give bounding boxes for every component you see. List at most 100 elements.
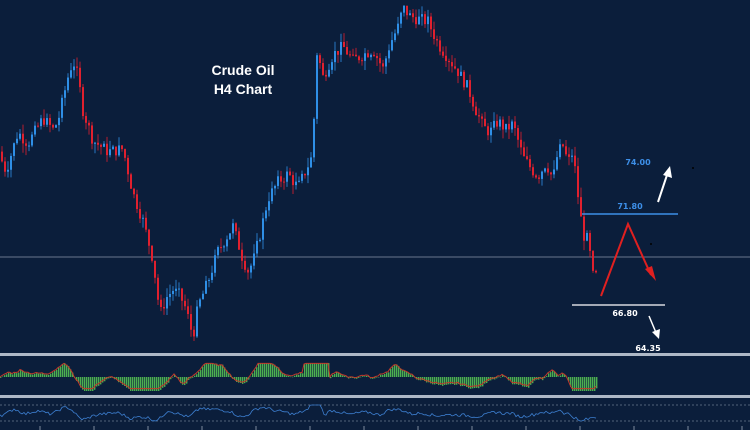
candle-body: [241, 249, 243, 261]
oscillator-bar: [260, 363, 262, 377]
oscillator-bar: [20, 369, 22, 377]
oscillator-bar: [550, 372, 552, 377]
support-target-label: 64.35: [635, 344, 661, 353]
oscillator-bar: [94, 377, 96, 390]
oscillator-bar: [476, 377, 478, 388]
oscillator-bar: [500, 377, 502, 378]
candle-body: [589, 232, 591, 251]
candle-body: [424, 14, 426, 25]
oscillator-bar: [98, 377, 100, 386]
oscillator-bar: [178, 377, 180, 380]
oscillator-bar: [412, 375, 414, 377]
candle-body: [232, 223, 234, 234]
oscillator-bar: [380, 374, 382, 377]
candle-body: [67, 77, 69, 91]
oscillator-bar: [580, 377, 582, 391]
oscillator-bar: [166, 377, 168, 385]
candle-body: [97, 142, 99, 145]
candle-body: [391, 40, 393, 51]
candle-body: [265, 210, 267, 219]
candle-body: [184, 300, 186, 307]
oscillator-bar: [398, 365, 400, 377]
oscillator-bar: [6, 374, 8, 377]
oscillator-bar: [144, 377, 146, 391]
oscillator-bar: [400, 368, 402, 377]
oscillator-bar: [378, 376, 380, 378]
candle-body: [412, 13, 414, 18]
candle-body: [385, 58, 387, 67]
oscillator-bar: [132, 377, 134, 391]
oscillator-bar: [190, 377, 192, 379]
candle-body: [511, 121, 513, 130]
oscillator-bar: [364, 376, 366, 377]
candle-body: [76, 66, 78, 68]
oscillator-bar: [472, 377, 474, 389]
candle-body: [7, 169, 9, 172]
oscillator-bar: [26, 372, 28, 377]
oscillator-bar: [296, 374, 298, 377]
oscillator-bar: [582, 377, 584, 391]
oscillator-bar: [570, 377, 572, 387]
oscillator-bar: [516, 377, 518, 385]
candle-body: [169, 293, 171, 298]
oscillator-bar: [574, 377, 576, 391]
oscillator-bar: [116, 377, 118, 380]
support-label: 66.80: [612, 309, 638, 318]
candle-body: [88, 122, 90, 126]
oscillator-bar: [170, 377, 172, 380]
candle-body: [502, 119, 504, 130]
candle-body: [583, 216, 585, 241]
candle-body: [49, 118, 51, 125]
oscillator-bar: [270, 363, 272, 377]
candle-body: [244, 260, 246, 270]
oscillator-bar: [212, 363, 214, 377]
oscillator-bar: [78, 377, 80, 383]
oscillator-bar: [376, 377, 378, 378]
candle-body: [319, 55, 321, 64]
oscillator-bar: [198, 371, 200, 377]
oscillator-bar: [578, 377, 580, 391]
oscillator-bar: [80, 377, 82, 388]
candle-body: [133, 188, 135, 195]
candle-body: [586, 232, 588, 241]
chart-title-line-1: Crude Oil: [211, 62, 274, 78]
resistance-label: 71.80: [617, 202, 643, 211]
candle-body: [34, 125, 36, 135]
oscillator-bar: [164, 377, 166, 387]
candle-body: [13, 143, 15, 156]
candle-body: [565, 146, 567, 155]
candle-body: [451, 62, 453, 67]
candle-body: [307, 167, 309, 176]
candle-body: [580, 197, 582, 217]
oscillator-bar: [302, 373, 304, 377]
lower-oscillator-line: [0, 404, 597, 422]
oscillator-bar: [514, 377, 516, 385]
candle-body: [559, 144, 561, 158]
oscillator-bar: [548, 373, 550, 377]
candle-body: [271, 188, 273, 202]
lower-oscillator-panel: [0, 404, 750, 430]
oscillator-bar: [146, 377, 148, 391]
oscillator-bar: [218, 365, 220, 377]
candle-body: [37, 125, 39, 127]
oscillator-bar: [206, 363, 208, 377]
candle-body: [454, 66, 456, 69]
oscillator-bar: [588, 377, 590, 391]
oscillator-bar: [466, 377, 468, 387]
candle-body: [148, 229, 150, 246]
oscillator-bar: [248, 377, 250, 380]
candle-body: [235, 223, 237, 232]
candle-body: [538, 177, 540, 179]
oscillator-bar: [162, 377, 164, 388]
oscillator-bar: [312, 363, 314, 377]
oscillator-bar: [172, 377, 174, 378]
oscillator-bar: [46, 374, 48, 377]
candle-body: [517, 128, 519, 140]
oscillator-bar: [428, 377, 430, 383]
oscillator-bar: [396, 364, 398, 377]
candle-body: [403, 5, 405, 13]
candle-body: [505, 123, 507, 130]
oscillator-bar: [576, 377, 578, 391]
oscillator-bar: [288, 376, 290, 377]
oscillator-bar: [404, 370, 406, 377]
